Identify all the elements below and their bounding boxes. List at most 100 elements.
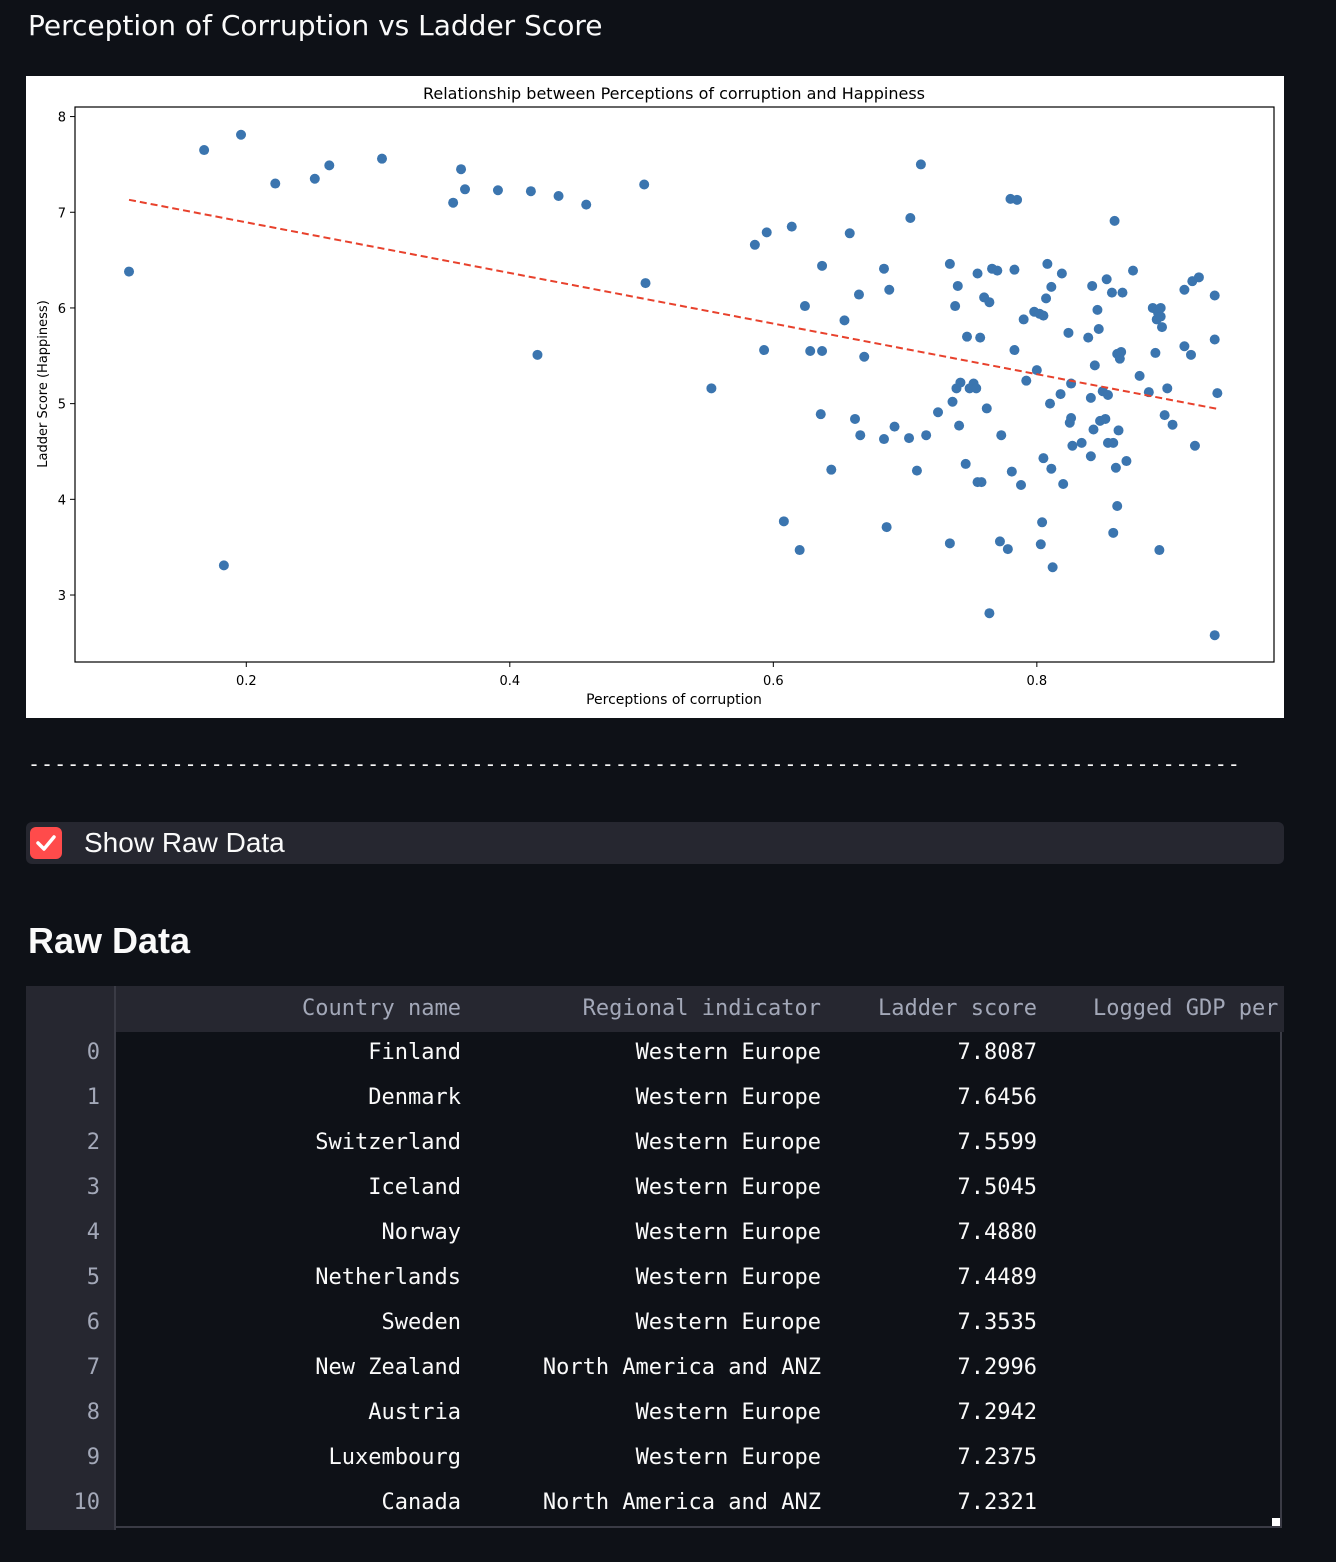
table-cell-country[interactable]: Iceland xyxy=(368,1175,461,1200)
data-point xyxy=(1102,390,1113,401)
table-cell-country[interactable]: New Zealand xyxy=(315,1355,461,1380)
data-point xyxy=(1155,311,1166,322)
show-raw-data-checkbox[interactable]: Show Raw Data xyxy=(26,822,1284,864)
column-header-region[interactable]: Regional indicator xyxy=(582,996,821,1021)
table-cell-country[interactable]: Luxembourg xyxy=(328,1445,461,1470)
table-cell-ladder-score[interactable]: 7.4489 xyxy=(957,1265,1037,1290)
table-cell-region[interactable]: Western Europe xyxy=(635,1130,821,1155)
table-cell-country[interactable]: Switzerland xyxy=(315,1130,461,1155)
y-axis-label: Ladder Score (Happiness) xyxy=(36,300,51,468)
data-point xyxy=(962,331,973,342)
data-point xyxy=(1193,272,1204,283)
data-point xyxy=(1209,290,1220,301)
column-header-country[interactable]: Country name xyxy=(302,996,461,1021)
data-point xyxy=(1055,389,1066,400)
data-point xyxy=(1185,349,1196,360)
table-cell-ladder-score[interactable]: 7.2375 xyxy=(957,1445,1037,1470)
table-cell-ladder-score[interactable]: 7.6456 xyxy=(957,1085,1037,1110)
table-cell-country[interactable]: Austria xyxy=(368,1400,461,1425)
table-cell-ladder-score[interactable]: 7.5045 xyxy=(957,1175,1037,1200)
table-cell-ladder-score[interactable]: 7.3535 xyxy=(957,1310,1037,1335)
data-point xyxy=(850,413,861,424)
table-cell-country[interactable]: Finland xyxy=(368,1040,461,1065)
table-cell-region[interactable]: North America and ANZ xyxy=(542,1490,821,1515)
table-cell-country[interactable]: Sweden xyxy=(381,1310,461,1335)
data-point xyxy=(1038,310,1049,321)
table-cell-ladder-score[interactable]: 7.2321 xyxy=(957,1490,1037,1515)
row-index: 1 xyxy=(86,1085,100,1110)
table-cell-ladder-score[interactable]: 7.2942 xyxy=(957,1400,1037,1425)
data-point xyxy=(1110,462,1121,473)
table-cell-region[interactable]: Western Europe xyxy=(635,1400,821,1425)
data-point xyxy=(1167,419,1178,430)
data-point xyxy=(952,280,963,291)
data-point xyxy=(236,129,247,140)
row-index: 8 xyxy=(86,1400,100,1425)
data-point xyxy=(324,160,335,171)
data-point xyxy=(1083,332,1094,343)
data-point xyxy=(884,284,895,295)
data-point xyxy=(786,221,797,232)
table-cell-region[interactable]: Western Europe xyxy=(635,1040,821,1065)
table-cell-ladder-score[interactable]: 7.8087 xyxy=(957,1040,1037,1065)
table-cell-region[interactable]: Western Europe xyxy=(635,1220,821,1245)
y-tick-label: 3 xyxy=(58,589,66,604)
table-cell-country[interactable]: Norway xyxy=(381,1220,461,1245)
data-point xyxy=(1021,375,1032,386)
table-cell-region[interactable]: Western Europe xyxy=(635,1175,821,1200)
table-cell-region[interactable]: North America and ANZ xyxy=(542,1355,821,1380)
table-cell-region[interactable]: Western Europe xyxy=(635,1265,821,1290)
data-point xyxy=(1009,345,1020,356)
data-point xyxy=(1076,437,1087,448)
table-cell-ladder-score[interactable]: 7.4880 xyxy=(957,1220,1037,1245)
data-point xyxy=(1093,324,1104,334)
y-axis: 3 4 5 6 7 8 xyxy=(58,111,75,604)
x-tick-label: 0.2 xyxy=(236,674,257,689)
data-point xyxy=(1067,440,1078,451)
data-point xyxy=(1162,383,1173,394)
table-cell-ladder-score[interactable]: 7.2996 xyxy=(957,1355,1037,1380)
data-point xyxy=(839,315,850,326)
row-index: 3 xyxy=(86,1175,100,1200)
data-point xyxy=(1106,287,1117,298)
data-point xyxy=(911,465,922,476)
resize-handle[interactable] xyxy=(1272,1518,1280,1526)
y-tick-label: 8 xyxy=(58,111,66,126)
trend-line xyxy=(128,198,1221,411)
data-point xyxy=(1134,370,1145,381)
data-point xyxy=(553,190,564,201)
table-cell-ladder-score[interactable]: 7.5599 xyxy=(957,1130,1037,1155)
trend-line-group xyxy=(128,198,1221,411)
data-point xyxy=(1113,425,1124,436)
raw-data-table[interactable]: Country name Regional indicator Ladder sco… xyxy=(26,986,1284,1530)
row-index: 10 xyxy=(73,1490,101,1515)
x-tick-label: 0.8 xyxy=(1026,674,1047,689)
checkbox-checked-icon[interactable] xyxy=(30,827,62,859)
x-axis: 0.2 0.4 0.6 0.8 xyxy=(236,662,1047,689)
data-point xyxy=(1042,258,1053,269)
data-point xyxy=(1209,630,1220,641)
table-cell-country[interactable]: Denmark xyxy=(368,1085,461,1110)
table-cell-country[interactable]: Netherlands xyxy=(315,1265,461,1290)
table-cell-region[interactable]: Western Europe xyxy=(635,1310,821,1335)
table-cell-region[interactable]: Western Europe xyxy=(635,1085,821,1110)
data-point xyxy=(878,434,889,445)
column-header-logged-gdp[interactable]: Logged GDP per xyxy=(1093,996,1279,1021)
data-point xyxy=(749,239,760,250)
data-point xyxy=(955,377,966,388)
data-point xyxy=(581,199,592,210)
x-tick-label: 0.6 xyxy=(763,674,784,689)
data-point xyxy=(1012,194,1023,205)
column-header-ladder-score[interactable]: Ladder score xyxy=(878,996,1037,1021)
table-cell-country[interactable]: Canada xyxy=(381,1490,461,1515)
data-point xyxy=(889,421,900,432)
x-tick-label: 0.4 xyxy=(499,674,520,689)
table-cell-region[interactable]: Western Europe xyxy=(635,1445,821,1470)
y-tick-label: 7 xyxy=(58,206,66,221)
y-tick-label: 4 xyxy=(58,493,66,508)
data-point xyxy=(1088,424,1099,435)
data-point xyxy=(817,260,828,271)
data-point xyxy=(1155,302,1166,313)
table-border xyxy=(1280,1032,1282,1528)
data-point xyxy=(905,213,916,223)
